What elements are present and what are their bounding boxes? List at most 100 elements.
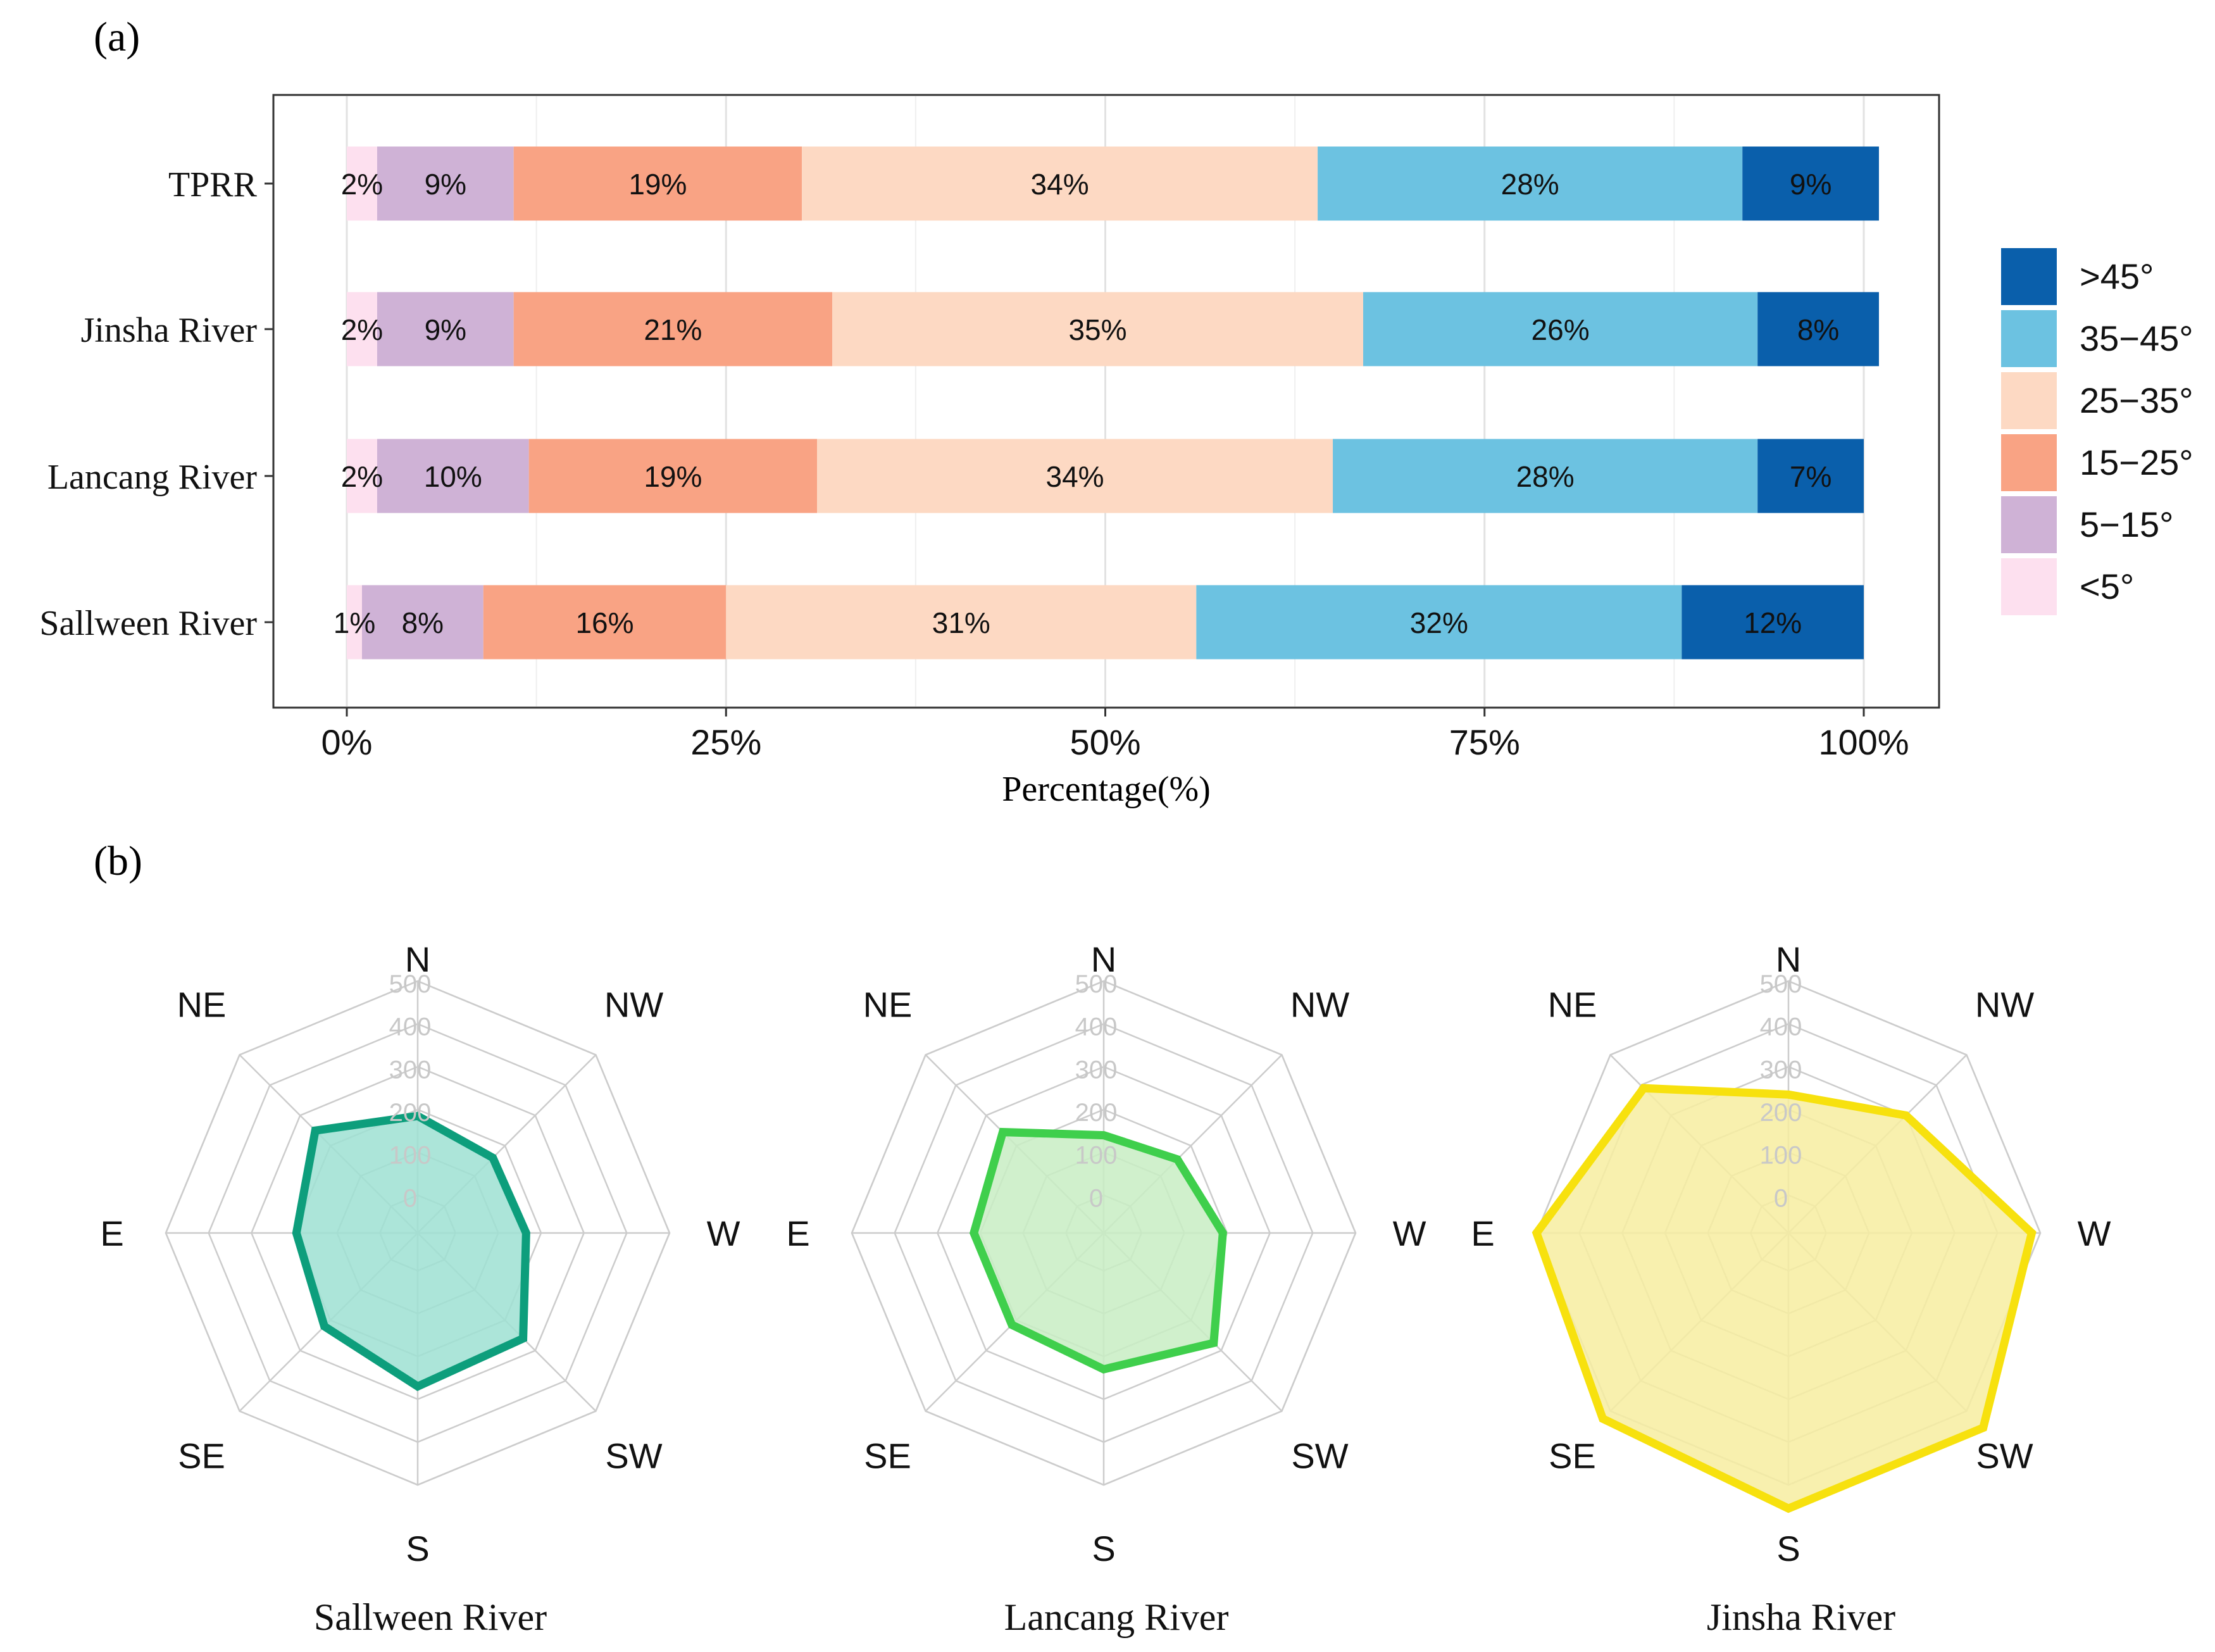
- bar-jinsha-river-45: [1757, 292, 1879, 366]
- legend-label: >45°: [2080, 256, 2154, 296]
- radar-direction-label: SW: [605, 1436, 662, 1476]
- data-label: 10%: [424, 460, 482, 493]
- radar-axis-tick-label: 200: [389, 1099, 432, 1127]
- radar-direction-label: W: [1393, 1213, 1426, 1253]
- bar-lancang-river-45: [1757, 439, 1864, 513]
- bar-tprr-35-45: [1318, 146, 1743, 221]
- radar-direction-label: NW: [1290, 984, 1349, 1024]
- y-tick-label: Jinsha River: [81, 311, 258, 350]
- bar-sallween-river-5-15: [361, 585, 484, 660]
- radar-axis-tick-label: 500: [389, 970, 432, 998]
- x-tick-label: 25%: [690, 722, 761, 762]
- radar-direction-label: SE: [1549, 1436, 1596, 1476]
- bar-tprr-45: [1742, 146, 1879, 221]
- x-tick-label: 50%: [1070, 722, 1140, 762]
- data-label: 1%: [334, 606, 375, 639]
- data-label: 16%: [575, 606, 633, 639]
- data-label: 9%: [425, 313, 466, 346]
- radar-axis-tick-label: 300: [389, 1056, 432, 1084]
- data-label: 12%: [1744, 606, 1802, 639]
- x-tick-label: 100%: [1818, 722, 1909, 762]
- bar-sallween-river-5: [347, 585, 362, 660]
- data-label: 8%: [402, 606, 444, 639]
- data-label: 35%: [1068, 313, 1126, 346]
- radar-axis-tick-label: 500: [1760, 970, 1802, 998]
- radar-axis-tick-label: 400: [1760, 1013, 1802, 1041]
- bar-jinsha-river-35-45: [1363, 292, 1758, 366]
- radar-data-polygon: [292, 1111, 530, 1391]
- bar-sallween-river-25-35: [726, 585, 1197, 660]
- data-label: 2%: [341, 168, 383, 201]
- radar-axis-tick-label: 0: [1089, 1184, 1103, 1212]
- radar-direction-label: E: [786, 1213, 809, 1253]
- data-label: 28%: [1501, 168, 1559, 201]
- radar-direction-label: NE: [863, 984, 913, 1024]
- radar-direction-label: SE: [178, 1436, 225, 1476]
- legend-label: 25−35°: [2080, 380, 2193, 420]
- bar-sallween-river-35-45: [1196, 585, 1682, 660]
- data-label: 2%: [341, 313, 383, 346]
- panel-b-label: (b): [94, 838, 142, 884]
- radar-direction-label: W: [2078, 1213, 2111, 1253]
- stacked-bar-chart: 2% 9% 19% 34% 28% 9% 2% 9% 21% 35% 26% 8% 2% 10% 19% 34…: [39, 94, 2193, 809]
- bar-jinsha-river-5: [347, 292, 377, 366]
- bar-legend: >45° 35−45° 25−35° 15−25° 5−15° <5°: [2001, 248, 2193, 615]
- bar-segments: [347, 146, 1879, 660]
- legend-label: <5°: [2080, 566, 2134, 606]
- bar-sallween-river-15-25: [483, 585, 727, 660]
- radar-axis-tick-label: 200: [1075, 1099, 1118, 1127]
- bar-tprr-25-35: [802, 146, 1318, 221]
- legend-swatch-5-15: [2001, 496, 2057, 553]
- bar-data-labels: 2% 9% 19% 34% 28% 9% 2% 9% 21% 35% 26% 8% 2% 10% 19% 34…: [334, 168, 1840, 639]
- radar-direction-label: N: [1776, 939, 1801, 979]
- radar-axis-tick-label: 100: [1075, 1142, 1118, 1170]
- legend-swatch-5: [2001, 558, 2057, 615]
- radar-direction-label: SE: [864, 1436, 911, 1476]
- radar-axis-tick-label: 100: [1760, 1142, 1802, 1170]
- legend-label: 5−15°: [2080, 504, 2174, 544]
- data-label: 9%: [1790, 168, 1831, 201]
- bar-sallween-river-45: [1682, 585, 1864, 660]
- radar-data-polygon: [1532, 1084, 2037, 1513]
- bar-tprr-5-15: [377, 146, 514, 221]
- panel-a-label: (a): [94, 14, 140, 60]
- data-label: 26%: [1532, 313, 1590, 346]
- radar-title: Sallween River: [314, 1596, 547, 1638]
- x-axis-title: Percentage(%): [1002, 770, 1211, 809]
- radar-axis-tick-label: 0: [1774, 1184, 1788, 1212]
- radar-direction-label: S: [1092, 1529, 1115, 1568]
- bar-x-axis: 0% 25% 50% 75% 100%: [321, 708, 1909, 762]
- radar-axis-tick-label: 400: [389, 1013, 432, 1041]
- bar-lancang-river-35-45: [1333, 439, 1758, 513]
- data-label: 9%: [425, 168, 466, 201]
- legend-swatch-15-25: [2001, 434, 2057, 491]
- legend-label: 15−25°: [2080, 442, 2193, 482]
- data-label: 28%: [1516, 460, 1575, 493]
- bar-y-axis: TPRR Jinsha River Lancang River Sallween Ri…: [39, 165, 273, 643]
- radar-direction-label: N: [1091, 939, 1116, 979]
- radar-axis-tick-label: 0: [403, 1184, 417, 1212]
- legend-swatch-35-45: [2001, 310, 2057, 367]
- y-tick-label: Sallween River: [39, 604, 257, 643]
- bar-tprr-15-25: [513, 146, 802, 221]
- x-tick-label: 0%: [321, 722, 373, 762]
- radar-direction-label: W: [707, 1213, 740, 1253]
- legend-swatch-45: [2001, 248, 2057, 305]
- radar-direction-label: E: [100, 1213, 123, 1253]
- bar-lancang-river-15-25: [528, 439, 818, 513]
- radar-direction-label: NE: [1548, 984, 1597, 1024]
- legend-swatch-25-35: [2001, 372, 2057, 429]
- data-label: 19%: [644, 460, 702, 493]
- radar-data-polygon: [969, 1127, 1227, 1374]
- radar-axis-tick-label: 400: [1075, 1013, 1118, 1041]
- radar-direction-label: NW: [604, 984, 663, 1024]
- y-tick-label: TPRR: [168, 165, 258, 204]
- radar-axis-tick-label: 100: [389, 1142, 432, 1170]
- data-label: 34%: [1046, 460, 1104, 493]
- radar-direction-label: S: [1776, 1529, 1800, 1568]
- data-label: 32%: [1410, 606, 1468, 639]
